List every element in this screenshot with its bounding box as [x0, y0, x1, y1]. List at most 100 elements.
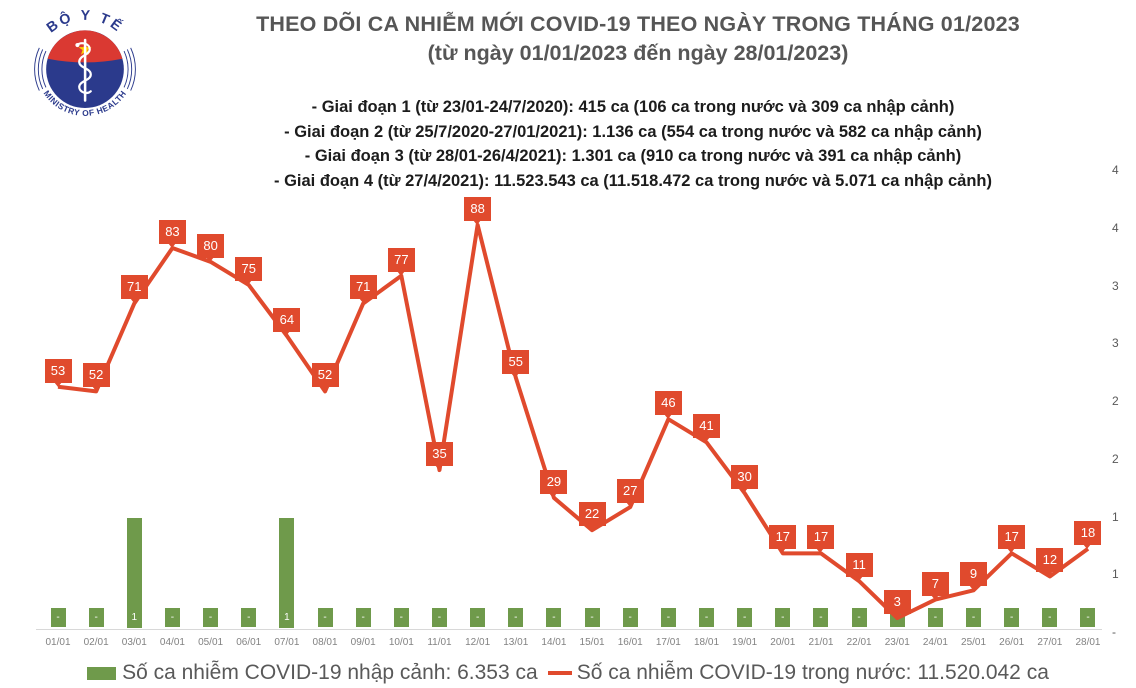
imported-cases-bar-label: -	[317, 608, 333, 627]
imported-cases-bar-label: -	[927, 608, 943, 627]
x-axis-label: 24/01	[922, 637, 948, 648]
right-axis-label: 1	[1112, 509, 1119, 524]
phase-line-3: - Giai đoạn 3 (từ 28/01-26/4/2021): 1.30…	[304, 147, 962, 165]
x-axis-label: 27/01	[1037, 637, 1063, 648]
imported-cases-bar-label: 1	[279, 608, 295, 627]
x-axis-label: 22/01	[846, 637, 872, 648]
x-axis-line	[36, 629, 1102, 630]
x-axis-label: 03/01	[121, 637, 147, 648]
domestic-cases-data-label: 30	[731, 465, 759, 490]
imported-cases-bar-label: -	[88, 608, 104, 627]
x-axis-label: 26/01	[999, 637, 1025, 648]
imported-cases-bar-label: -	[699, 608, 715, 627]
phase-line-2: - Giai đoạn 2 (từ 25/7/2020-27/01/2021):…	[284, 122, 982, 141]
domestic-cases-label-pointer	[434, 465, 443, 471]
domestic-cases-label-pointer	[511, 372, 520, 378]
domestic-cases-data-label: 27	[616, 479, 644, 504]
domestic-cases-label-pointer	[892, 613, 901, 619]
right-axis-label: -	[1112, 625, 1116, 639]
domestic-cases-data-label: 35	[425, 442, 453, 467]
domestic-cases-label-pointer	[129, 298, 138, 304]
x-axis-label: 17/01	[655, 637, 681, 648]
x-axis-label: 23/01	[884, 637, 910, 648]
imported-cases-bar-label: -	[660, 608, 676, 627]
x-axis-label: 12/01	[465, 637, 491, 648]
ministry-of-health-logo: BỘ Y TẾ MINISTRY OF HEALTH	[34, 7, 136, 118]
right-axis-label: 2	[1112, 394, 1119, 408]
domestic-cases-label-pointer	[244, 279, 253, 285]
right-axis-label: 2	[1112, 451, 1119, 466]
imported-cases-bar-label: -	[622, 608, 638, 627]
phase-line-4: - Giai đoạn 4 (từ 27/4/2021): 11.523.543…	[274, 171, 992, 190]
imported-cases-bar-label: -	[164, 608, 180, 627]
domestic-cases-label-pointer	[549, 492, 558, 498]
domestic-cases-data-label: 11	[845, 553, 873, 578]
domestic-cases-label-pointer	[167, 242, 176, 248]
imported-cases-bar-label: -	[241, 608, 257, 627]
domestic-cases-label-pointer	[91, 386, 100, 392]
imported-cases-bar-label: -	[1080, 608, 1096, 627]
domestic-cases-data-label: 18	[1074, 520, 1102, 545]
imported-cases-bar-label: -	[813, 608, 829, 627]
domestic-cases-data-label: 3	[883, 590, 911, 615]
domestic-cases-data-label: 12	[1036, 548, 1064, 573]
domestic-cases-label-pointer	[320, 386, 329, 392]
domestic-cases-data-label: 75	[235, 256, 263, 281]
x-axis-label: 15/01	[579, 637, 605, 648]
domestic-cases-label-pointer	[1007, 548, 1016, 554]
domestic-cases-data-label: 41	[693, 414, 721, 439]
domestic-cases-label-pointer	[778, 548, 787, 554]
imported-cases-bar-label: -	[1042, 608, 1058, 627]
x-axis-label: 19/01	[732, 637, 758, 648]
domestic-cases-data-label: 7	[921, 571, 949, 596]
right-axis-label: 3	[1112, 336, 1119, 351]
domestic-cases-data-label: 55	[502, 349, 530, 374]
imported-cases-bar-label: -	[737, 608, 753, 627]
domestic-cases-data-label: 88	[464, 196, 492, 221]
imported-cases-bar-label: -	[355, 608, 371, 627]
x-axis-label: 21/01	[808, 637, 834, 648]
x-axis-label: 02/01	[83, 637, 109, 648]
x-axis-label: 07/01	[274, 637, 300, 648]
domestic-cases-label-pointer	[625, 502, 634, 508]
x-axis-label: 08/01	[312, 637, 338, 648]
x-axis-label: 09/01	[350, 637, 376, 648]
x-axis-label: 01/01	[45, 637, 71, 648]
imported-cases-bar	[279, 518, 295, 628]
domestic-cases-label-pointer	[1083, 543, 1092, 549]
x-axis-label: 25/01	[961, 637, 987, 648]
x-axis-label: 06/01	[236, 637, 262, 648]
x-axis-label: 28/01	[1075, 637, 1101, 648]
domestic-cases-data-label: 29	[540, 469, 568, 494]
domestic-cases-data-label: 17	[807, 525, 835, 550]
legend-domestic-label: Số ca nhiễm COVID-19 trong nước: 11.520.…	[576, 661, 1049, 684]
asclepius-staff-icon	[75, 38, 92, 102]
phase-line-1: - Giai đoạn 1 (từ 23/01-24/7/2020): 415 …	[311, 98, 955, 116]
imported-cases-bar-label: -	[508, 608, 524, 627]
domestic-cases-label-pointer	[53, 381, 62, 387]
page-subtitle: (từ ngày 01/01/2023 đến ngày 28/01/2023)	[427, 41, 849, 65]
x-axis-label: 04/01	[159, 637, 185, 648]
domestic-cases-data-label: 83	[158, 219, 186, 244]
domestic-cases-label-pointer	[702, 437, 711, 443]
x-axis-label: 13/01	[503, 637, 529, 648]
domestic-cases-data-label: 71	[349, 275, 377, 300]
domestic-cases-label-pointer	[1045, 571, 1054, 577]
imported-cases-bar-label: -	[546, 608, 562, 627]
right-axis-label: 3	[1112, 278, 1119, 293]
imported-cases-bar-label: -	[470, 608, 486, 627]
domestic-cases-label-pointer	[740, 488, 749, 494]
domestic-cases-data-label: 22	[578, 502, 606, 527]
imported-cases-bar-label: -	[50, 608, 66, 627]
domestic-cases-data-label: 77	[387, 247, 415, 272]
chart-legend: Số ca nhiễm COVID-19 nhập cảnh: 6.353 ca…	[0, 661, 1136, 685]
domestic-cases-data-label: 53	[44, 358, 72, 383]
domestic-cases-label-pointer	[930, 594, 939, 600]
imported-cases-bar-label: -	[1004, 608, 1020, 627]
x-axis-label: 05/01	[198, 637, 224, 648]
domestic-cases-label-pointer	[969, 585, 978, 591]
x-axis-label: 16/01	[617, 637, 643, 648]
domestic-cases-data-label: 9	[960, 562, 988, 587]
